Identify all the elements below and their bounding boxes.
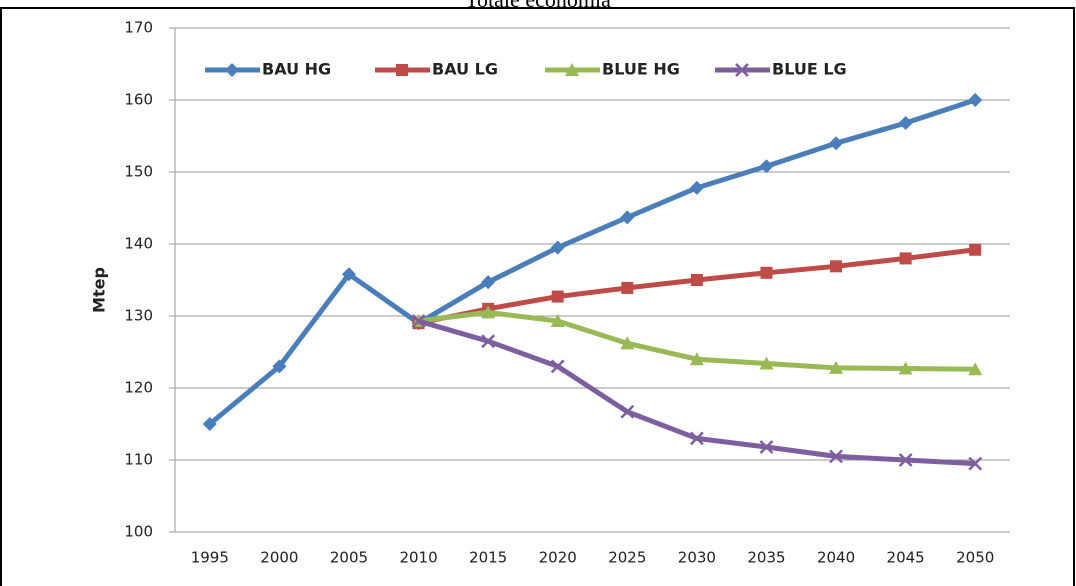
marker [689,180,704,195]
marker [759,440,774,454]
x-tick-label: 2035 [747,549,785,567]
y-tick-label: 170 [124,19,153,37]
marker [341,267,356,282]
marker [396,64,408,76]
legend-label: BLUE LG [772,60,847,79]
marker [550,240,565,255]
marker [899,252,912,265]
x-tick-label: 2010 [399,549,437,567]
marker [759,356,774,370]
x-tick-label: 2020 [539,549,577,567]
marker [620,336,635,350]
marker [898,453,913,467]
frame [0,7,1075,586]
marker [481,334,496,349]
x-tick-label: 2045 [887,549,925,567]
y-axis-label: Mtep [90,267,109,313]
y-tick-label: 150 [124,163,153,181]
marker [735,63,749,77]
series-line [208,97,976,426]
marker [620,210,635,225]
marker [620,404,635,419]
x-tick-label: 2050 [956,549,994,567]
marker [481,275,496,290]
marker [690,274,703,286]
x-tick-label: 2025 [608,549,646,567]
marker [225,63,239,77]
y-tick-label: 110 [124,451,153,469]
x-tick-label: 2040 [817,549,855,567]
marker [829,136,844,151]
x-tick-label: 2015 [469,549,507,567]
marker [621,281,634,294]
x-tick-label: 1995 [191,549,229,567]
marker [898,116,913,131]
marker [551,290,564,303]
x-tick-label: 2000 [260,549,298,567]
marker [759,159,774,174]
marker [829,360,844,374]
marker [968,456,983,471]
marker [565,63,579,76]
legend-label: BAU HG [262,60,331,79]
x-tick-label: 2005 [330,549,368,567]
marker [689,352,704,366]
y-tick-label: 130 [124,307,153,325]
marker [968,93,983,107]
y-tick-label: 100 [124,523,153,541]
chart-title: Totale economia [465,0,611,12]
marker [550,359,565,374]
marker [272,359,287,374]
marker [969,243,982,256]
series-line [417,318,976,467]
marker [760,266,773,279]
marker [829,449,843,464]
marker [689,431,704,446]
legend-label: BLUE HG [602,60,680,79]
legend-label: BAU LG [432,60,498,79]
y-tick-label: 120 [124,379,153,397]
marker [202,417,217,431]
marker [550,314,565,328]
x-tick-label: 2030 [678,549,716,567]
marker [481,305,496,319]
marker [830,260,843,273]
marker [411,314,426,328]
y-tick-label: 140 [124,235,153,253]
y-tick-label: 160 [124,91,153,109]
marker [898,361,913,375]
marker [968,362,983,376]
